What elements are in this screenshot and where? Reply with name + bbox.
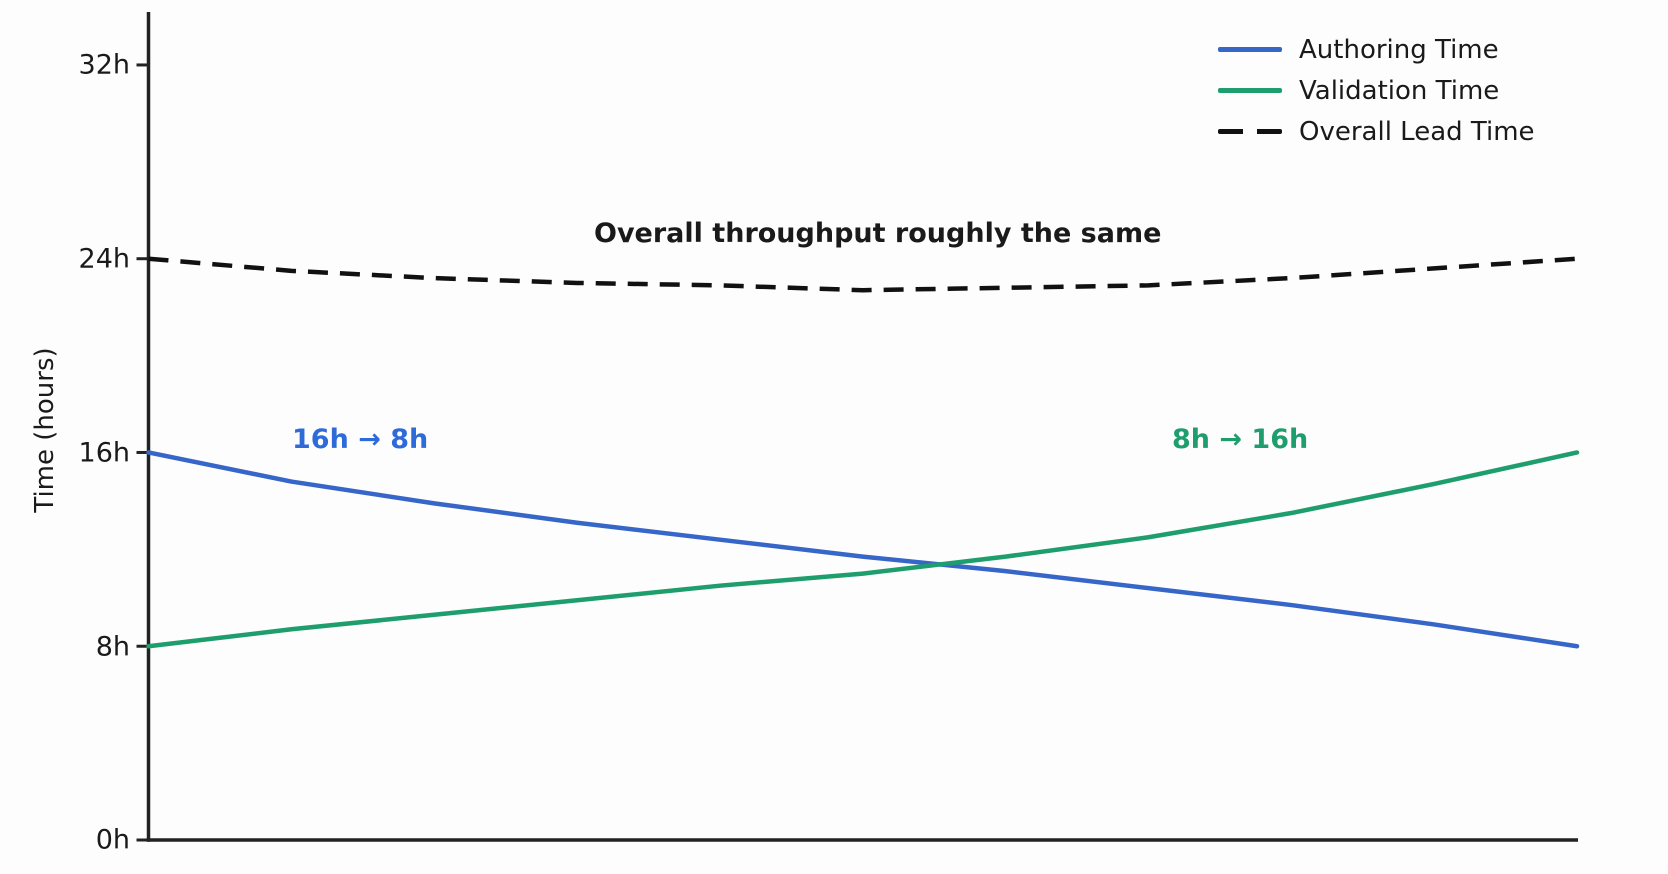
annotation-overall-throughput: Overall throughput roughly the same	[594, 218, 1162, 249]
y-tick-label-24h: 24h	[78, 243, 130, 275]
y-tick-label-32h: 32h	[78, 49, 130, 81]
legend-label-validation: Validation Time	[1299, 75, 1500, 106]
series-line-overall-lead-time	[148, 256, 1578, 293]
legend-label-authoring: Authoring Time	[1299, 34, 1499, 65]
legend-line-swatch-authoring	[1218, 47, 1282, 52]
annotation-validation-change: 8h → 16h	[1172, 424, 1309, 455]
legend-item-overall-lead-time: Overall Lead Time	[1218, 115, 1535, 148]
y-tick-label-8h: 8h	[95, 631, 130, 663]
plot-series	[146, 256, 1580, 649]
y-axis-title: Time (hours)	[30, 347, 60, 513]
axes	[136, 12, 1578, 842]
y-tick-label-16h: 16h	[78, 437, 130, 469]
legend-line-swatch-validation	[1218, 88, 1282, 93]
legend: Authoring Time Validation Time Overall L…	[1218, 33, 1535, 148]
legend-line-swatch-overall	[1218, 129, 1282, 134]
legend-item-validation-time: Validation Time	[1218, 74, 1535, 107]
series-line-validation-time	[146, 450, 1580, 649]
annotation-authoring-change: 16h → 8h	[292, 424, 429, 455]
y-tick-label-0h: 0h	[95, 824, 130, 856]
series-line-authoring-time	[146, 450, 1580, 649]
legend-item-authoring-time: Authoring Time	[1218, 33, 1535, 66]
legend-label-overall: Overall Lead Time	[1299, 116, 1535, 147]
